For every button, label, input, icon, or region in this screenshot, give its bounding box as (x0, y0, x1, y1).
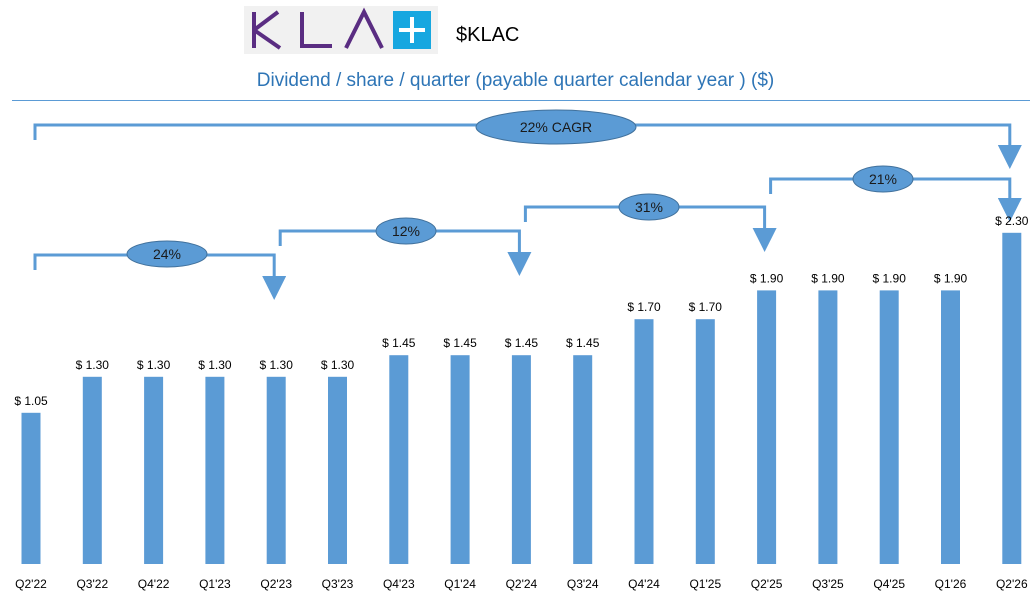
growth-annotation-4: 21% (769, 165, 1022, 222)
x-tick-Q2'24: Q2'24 (506, 577, 538, 591)
bar-Q1'24 (450, 355, 470, 564)
x-tick-Q4'24: Q4'24 (628, 577, 660, 591)
data-label-Q3'23: $ 1.30 (321, 358, 355, 372)
bar-Q2'26 (1002, 232, 1022, 565)
data-label-Q4'25: $ 1.90 (873, 271, 907, 285)
ticker-symbol: $KLAC (456, 24, 520, 46)
x-tick-Q3'22: Q3'22 (76, 577, 108, 591)
annotation-bubble (375, 217, 437, 245)
x-tick-Q3'25: Q3'25 (812, 577, 844, 591)
bar-Q4'25 (879, 290, 899, 564)
data-label-Q3'25: $ 1.90 (811, 271, 845, 285)
annotation-label: 12% (392, 223, 420, 239)
x-tick-Q1'24: Q1'24 (444, 577, 476, 591)
bar-Q1'26 (941, 290, 960, 564)
x-tick-Q2'26: Q2'26 (996, 577, 1028, 591)
bar-Q2'22 (21, 412, 41, 564)
growth-annotation-5: 22% CAGR (33, 109, 1022, 169)
annotation-bubble (618, 193, 680, 221)
bar-Q4'23 (389, 355, 409, 564)
bars (21, 232, 1022, 565)
x-tick-Q2'22: Q2'22 (15, 577, 47, 591)
x-tick-Q3'24: Q3'24 (567, 577, 599, 591)
annotation-label: 24% (153, 246, 181, 262)
bar-Q3'23 (328, 376, 347, 564)
data-label-Q4'22: $ 1.30 (137, 358, 171, 372)
bar-Q1'25 (695, 319, 715, 564)
x-axis: Q2'22 Q3'22 Q4'22 Q1'23 Q2'23 Q3'23 Q4'23 Q1'24… (15, 577, 1028, 591)
annotation-bubble (126, 240, 208, 268)
bar-Q4'22 (144, 376, 164, 564)
growth-annotations: 24% 12% 31% 21% 22% CAGR (33, 109, 1022, 300)
data-label-Q2'23: $ 1.30 (260, 358, 294, 372)
annotation-bubble (475, 109, 637, 145)
kla-logo-graphic (252, 7, 431, 50)
data-label-Q1'25: $ 1.70 (689, 300, 723, 314)
data-label-Q3'22: $ 1.30 (76, 358, 110, 372)
data-label-Q1'26: $ 1.90 (934, 271, 968, 285)
growth-annotation-2: 12% (278, 217, 532, 276)
x-tick-Q2'23: Q2'23 (260, 577, 292, 591)
x-tick-Q1'26: Q1'26 (935, 577, 967, 591)
x-tick-Q4'22: Q4'22 (138, 577, 170, 591)
bar-Q3'22 (82, 376, 102, 564)
x-tick-Q3'23: Q3'23 (322, 577, 354, 591)
x-tick-Q4'25: Q4'25 (873, 577, 905, 591)
data-label-Q2'22: $ 1.05 (14, 394, 48, 408)
bar-Q2'25 (757, 290, 777, 564)
bar-Q4'24 (634, 319, 654, 564)
x-tick-Q2'25: Q2'25 (751, 577, 783, 591)
annotation-label: 31% (635, 199, 663, 215)
x-tick-Q1'23: Q1'23 (199, 577, 231, 591)
data-label-Q1'23: $ 1.30 (198, 358, 232, 372)
annotation-bubble (852, 165, 914, 193)
data-label-Q3'24: $ 1.45 (566, 336, 600, 350)
bar-Q1'23 (205, 376, 225, 564)
x-tick-Q1'25: Q1'25 (689, 577, 721, 591)
kla-logo (244, 6, 438, 54)
data-label-Q2'24: $ 1.45 (505, 336, 539, 350)
bar-Q2'24 (511, 355, 531, 564)
growth-annotation-3: 31% (523, 193, 777, 252)
data-label-Q4'24: $ 1.70 (627, 300, 661, 314)
bar-Q3'24 (573, 355, 593, 564)
data-label-Q2'25: $ 1.90 (750, 271, 784, 285)
chart-title: Dividend / share / quarter (payable quar… (256, 70, 775, 91)
bar-Q3'25 (818, 290, 838, 564)
annotation-label: 22% CAGR (520, 119, 592, 135)
annotation-label: 21% (869, 171, 897, 187)
data-label-Q2'26: $ 2.30 (995, 214, 1029, 228)
bar-Q2'23 (266, 376, 286, 564)
title-divider (12, 100, 1030, 101)
x-tick-Q4'23: Q4'23 (383, 577, 415, 591)
data-label-Q1'24: $ 1.45 (443, 336, 477, 350)
growth-annotation-1: 24% (33, 240, 287, 300)
data-label-Q4'23: $ 1.45 (382, 336, 416, 350)
value-labels: $ 1.05 $ 1.30 $ 1.30 $ 1.30 $ 1.30 $ 1.30 $ 1.… (14, 214, 1028, 408)
